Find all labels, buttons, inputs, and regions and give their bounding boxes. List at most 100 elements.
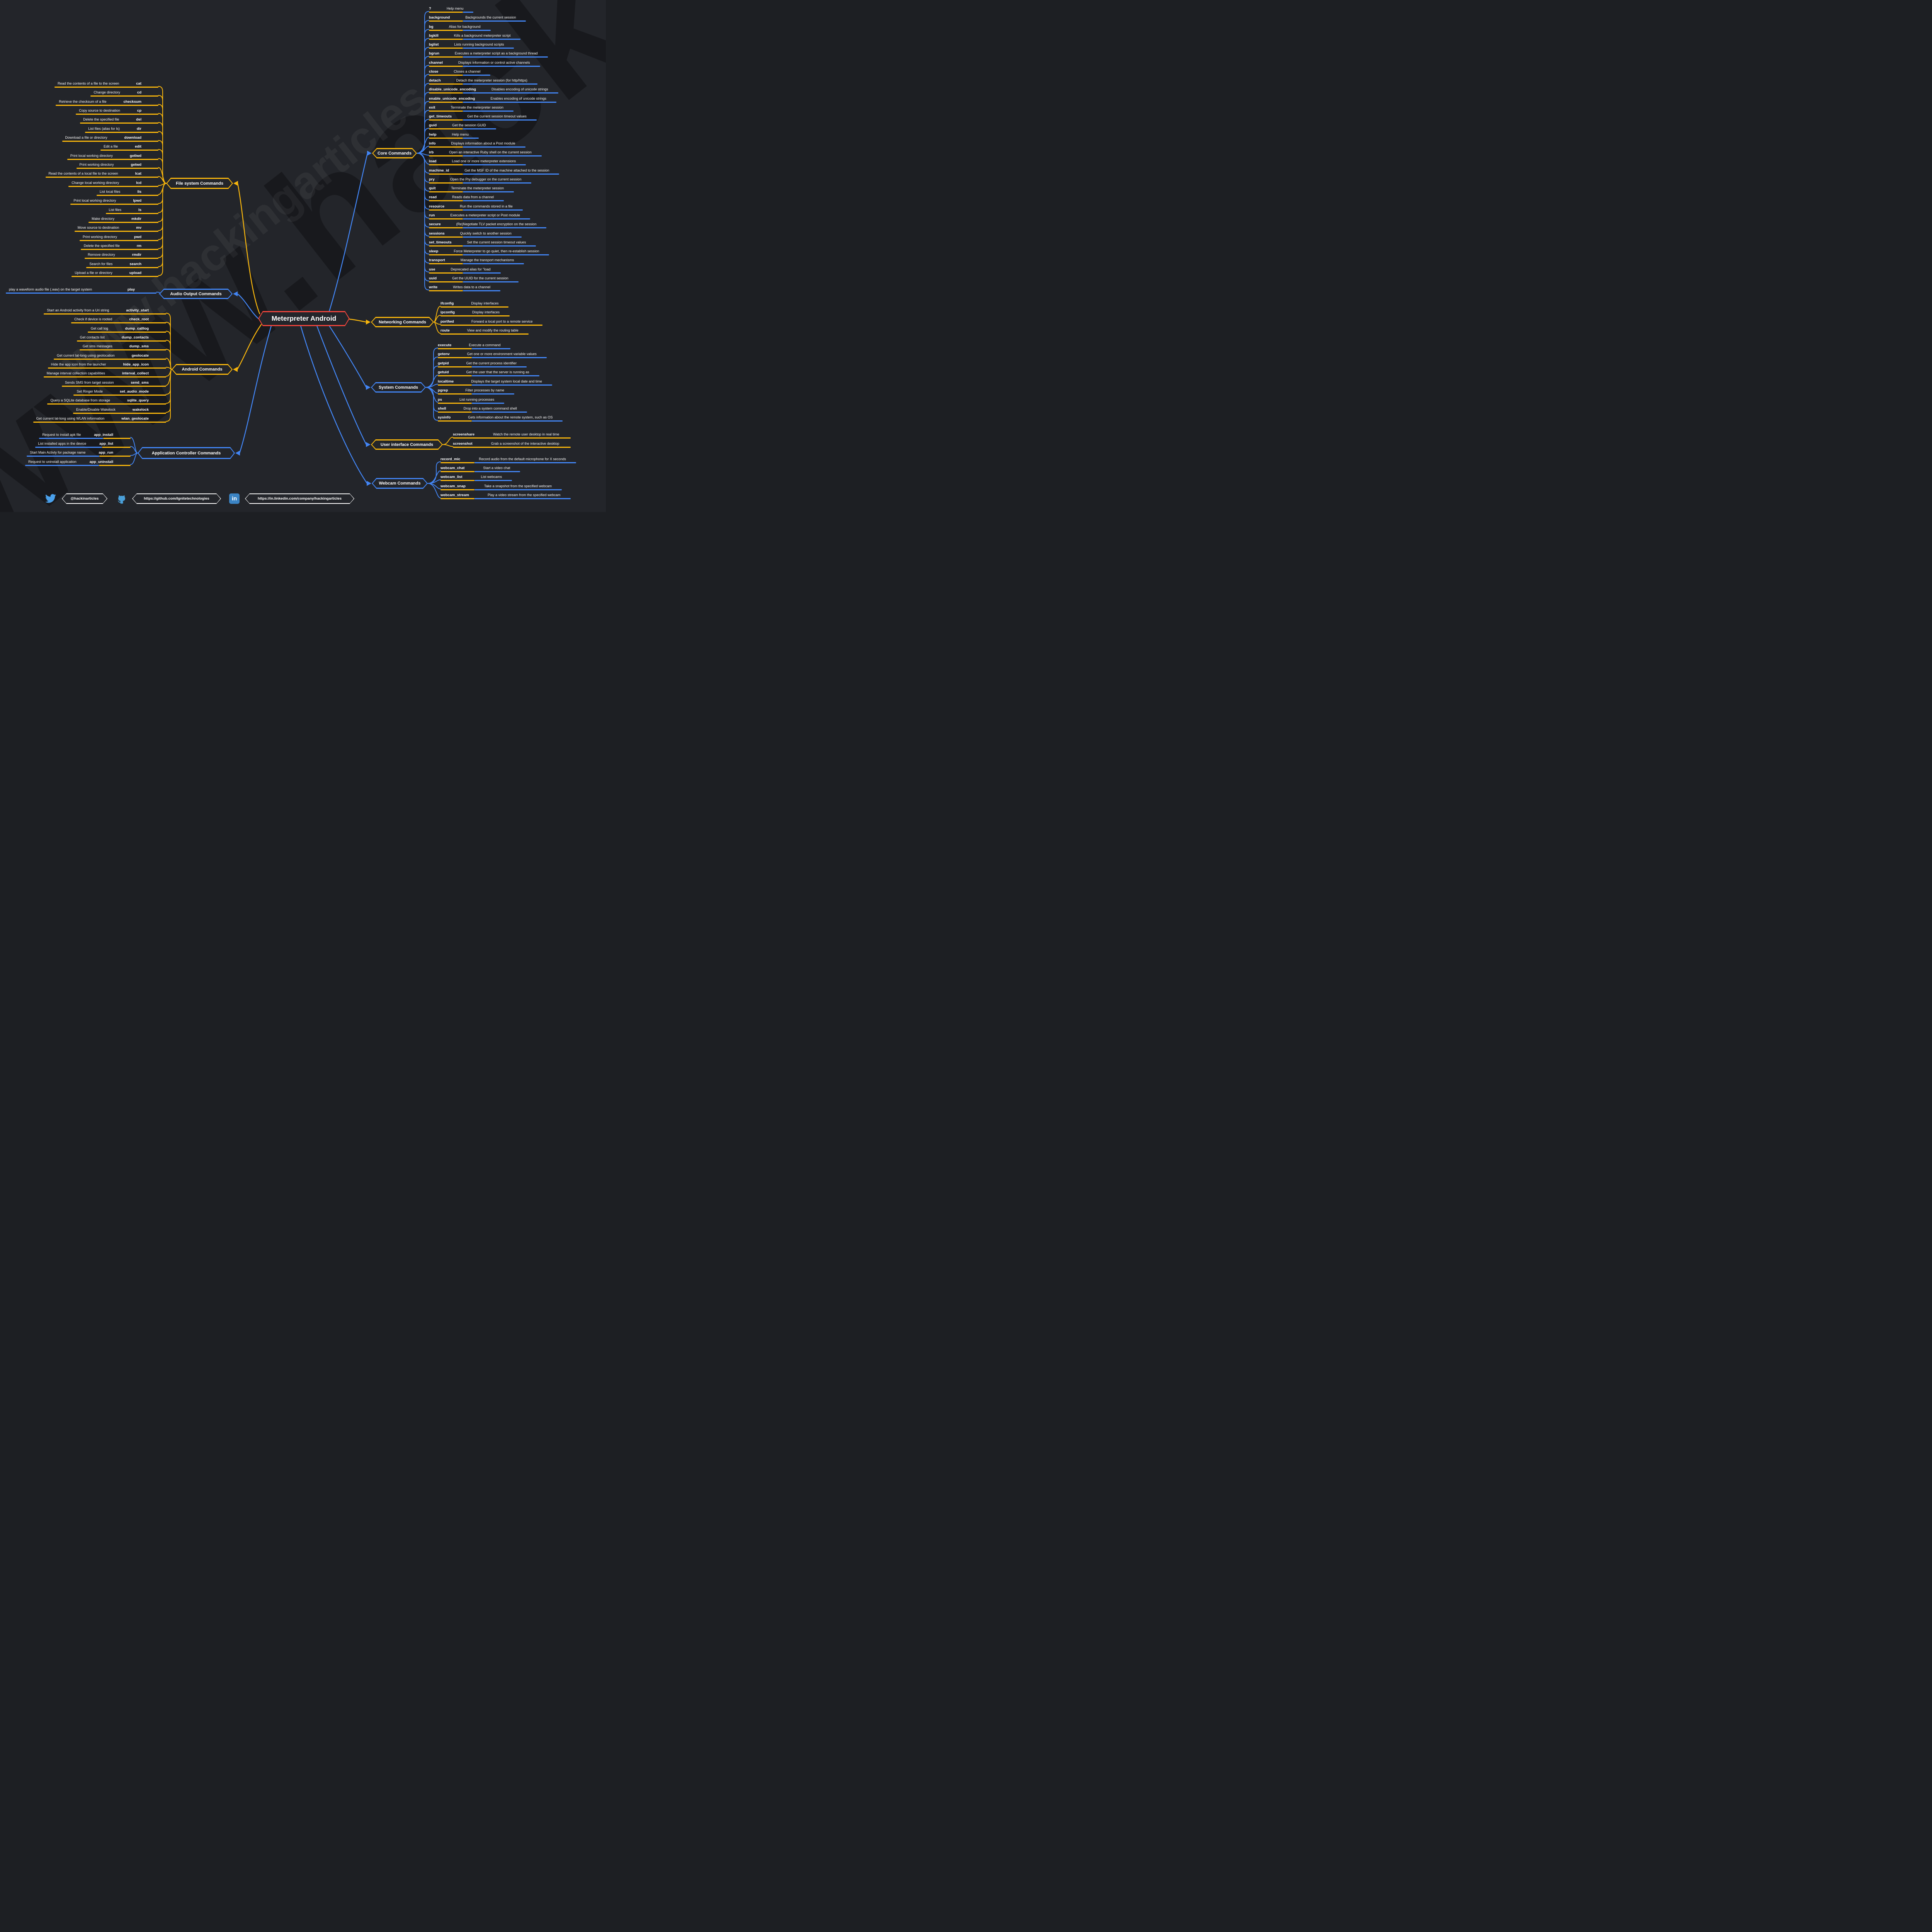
underline-segment	[463, 20, 526, 22]
command-row: uuid Get the UUID for the current session	[429, 276, 519, 282]
command-name: close	[429, 69, 439, 74]
twitter-icon[interactable]	[45, 493, 56, 504]
command-underline	[440, 471, 520, 472]
underline-segment	[71, 276, 158, 277]
command-underline	[429, 137, 479, 139]
underline-segment	[429, 209, 463, 211]
wire	[417, 153, 429, 228]
command-name: irb	[429, 150, 434, 155]
underline-segment	[463, 263, 524, 265]
command-name: ipconfig	[440, 310, 455, 315]
command-description: Start an Android activity from a Uri str…	[47, 308, 109, 312]
branch-node-label: Core Commands	[377, 151, 412, 156]
underline-segment	[73, 412, 166, 414]
command-row: bg Alias for background	[429, 24, 491, 31]
command-description: Help menu	[452, 132, 469, 136]
command-row: Check if device is rooted check_root	[71, 317, 166, 324]
command-row-text: webcam_chat Start a video chat	[440, 466, 520, 471]
command-name: shell	[438, 406, 446, 411]
command-row-text: Get current lat-long using WLAN informat…	[33, 416, 166, 421]
command-name: getlwd	[129, 153, 141, 158]
command-row: List installed apps in the device app_lis…	[35, 441, 131, 448]
command-name: dump_calllog	[125, 326, 149, 331]
underline-segment	[429, 272, 463, 274]
command-name: detach	[429, 78, 441, 83]
command-underline	[429, 128, 496, 130]
underline-segment	[474, 480, 512, 481]
command-row: guid Get the session GUID	[429, 123, 496, 130]
linkedin-link-button[interactable]: https://in.linkedin.com/company/hackinga…	[245, 493, 354, 504]
command-row-text: List installed apps in the device app_lis…	[35, 441, 131, 446]
command-name: transport	[429, 258, 445, 263]
wire	[417, 65, 429, 154]
command-row-text: ipconfig Display interfaces	[440, 310, 510, 315]
underline-segment	[440, 480, 474, 481]
linkedin-icon[interactable]: in	[229, 493, 240, 504]
command-row-text: Delete the specified file rm	[81, 243, 158, 248]
command-underline	[6, 292, 156, 294]
branch-node-label: User interface Commands	[380, 442, 434, 447]
underline-segment	[429, 92, 463, 94]
underline-segment	[474, 498, 571, 500]
wire	[239, 325, 272, 454]
underline-segment	[70, 204, 158, 205]
command-name: check_root	[129, 317, 149, 322]
command-description: Writes data to a channel	[453, 285, 491, 289]
command-description: Change directory	[94, 90, 120, 95]
command-underline	[429, 281, 519, 282]
command-description: Get the current session timeout values	[467, 114, 527, 119]
command-name: edit	[135, 145, 141, 149]
wire	[417, 153, 429, 192]
underline-segment	[438, 402, 472, 404]
command-row: Download a file or directory download	[62, 135, 158, 142]
command-underline	[429, 110, 514, 112]
command-row-text: bg Alias for background	[429, 24, 491, 29]
command-underline	[100, 150, 158, 151]
command-row: Get contacts list dump_contacts	[77, 335, 166, 342]
arrowhead-icon	[366, 442, 371, 447]
underline-segment	[474, 471, 520, 472]
command-row: close Closes a channel	[429, 69, 491, 76]
underline-segment	[463, 128, 496, 130]
twitter-handle-button[interactable]: @hackinarticles	[62, 493, 107, 504]
command-row: help Help menu	[429, 132, 479, 139]
command-row-text: Enable/Disable Wakelock wakelock	[73, 407, 166, 412]
command-name: cd	[137, 90, 141, 95]
underline-segment	[440, 489, 474, 490]
command-underline	[429, 65, 540, 67]
underline-segment	[463, 48, 514, 49]
command-underline	[43, 376, 166, 378]
wire	[130, 437, 138, 454]
command-name: disable_unicode_encoding	[429, 87, 476, 92]
command-description: Delete the specified file	[83, 117, 119, 122]
command-name: webcam_list	[440, 475, 463, 480]
command-underline	[438, 420, 563, 422]
command-name: info	[429, 141, 436, 146]
command-description: Upload a file or directory	[75, 270, 112, 275]
command-row-text: Make directory mkdir	[88, 216, 158, 221]
command-name: rm	[136, 243, 141, 248]
command-row-text: get_timeouts Get the current session time…	[429, 114, 537, 119]
command-description: Displays information about a Post module	[451, 141, 515, 145]
underline-segment	[463, 101, 556, 103]
command-underline	[429, 245, 536, 247]
github-icon[interactable]	[116, 493, 127, 504]
underline-segment	[429, 281, 463, 282]
underline-segment	[440, 333, 529, 335]
command-row-text: set_timeouts Set the current session time…	[429, 240, 536, 245]
command-name: webcam_chat	[440, 466, 465, 470]
command-description: Record audio from the default microphone…	[479, 457, 566, 461]
wire	[417, 153, 429, 201]
command-name: exit	[429, 105, 435, 110]
underline-segment	[463, 137, 479, 139]
command-row: set_timeouts Set the current session time…	[429, 240, 536, 247]
command-row-text: Start Main Activty for package name app_r…	[27, 450, 131, 455]
branch-node-android: Android Commands	[172, 364, 233, 375]
underline-segment	[472, 411, 527, 413]
underline-segment	[453, 447, 571, 448]
command-name: interval_collect	[122, 371, 149, 376]
github-link-button[interactable]: https://github.com/Ignitetechnologies	[132, 493, 221, 504]
underline-segment	[429, 65, 463, 67]
command-underline	[88, 221, 158, 223]
command-description: Hide the app icon from the launcher	[51, 362, 106, 366]
